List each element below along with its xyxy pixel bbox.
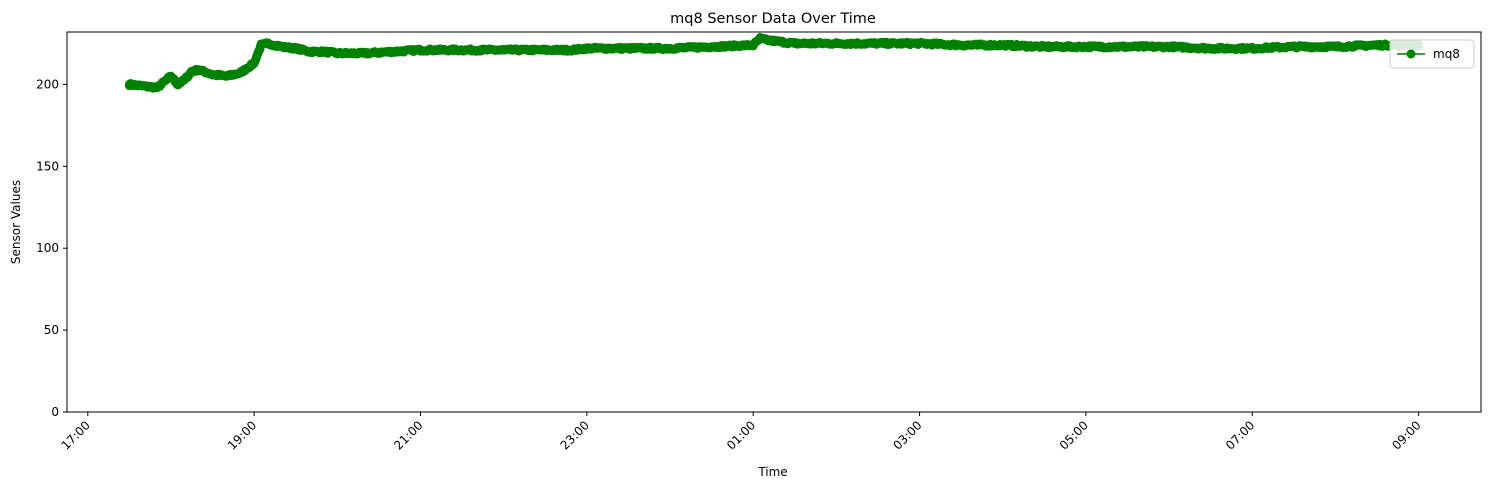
data-point <box>194 65 204 75</box>
data-point <box>291 43 301 53</box>
data-point <box>166 71 176 81</box>
data-point <box>305 47 315 57</box>
data-point <box>998 40 1008 50</box>
data-point <box>623 43 633 53</box>
data-point <box>242 63 252 73</box>
data-point <box>915 38 925 48</box>
data-point <box>790 38 800 48</box>
data-point <box>1164 42 1174 52</box>
y-tick-label: 150 <box>36 159 59 173</box>
data-point <box>707 42 717 52</box>
data-point <box>187 66 197 76</box>
data-point <box>755 34 765 44</box>
legend-label-mq8: mq8 <box>1433 47 1460 61</box>
data-point <box>1372 40 1382 50</box>
data-point <box>457 45 467 55</box>
y-tick-label: 200 <box>36 77 59 91</box>
data-point <box>582 43 592 53</box>
data-point <box>1289 42 1299 52</box>
data-point <box>1039 42 1049 52</box>
data-point <box>956 40 966 50</box>
data-point <box>360 48 370 58</box>
data-point <box>263 38 273 48</box>
data-point <box>152 83 162 93</box>
data-point <box>256 40 266 50</box>
chart-title: mq8 Sensor Data Over Time <box>670 11 876 27</box>
data-point <box>235 68 245 78</box>
data-point <box>665 43 675 53</box>
y-axis: 0 50 100 150 200 <box>36 77 67 419</box>
data-point <box>1081 42 1091 52</box>
data-point <box>416 45 425 55</box>
data-point <box>180 75 190 84</box>
x-axis-label: Time <box>757 465 787 479</box>
data-point <box>138 81 148 91</box>
series-mq8-line <box>128 36 1420 90</box>
data-point <box>748 40 758 50</box>
data-point <box>388 47 398 57</box>
data-point <box>1330 42 1340 52</box>
legend-box <box>1389 39 1475 69</box>
plot-area <box>124 33 1424 93</box>
data-point <box>318 47 328 57</box>
data-point <box>1247 43 1257 53</box>
data-point <box>540 45 550 55</box>
data-point <box>124 79 134 89</box>
y-axis-label: Sensor Values <box>9 180 23 264</box>
data-point <box>831 38 841 48</box>
y-tick-label: 100 <box>36 241 59 255</box>
data-point <box>277 42 287 52</box>
y-tick-label: 0 <box>51 405 59 419</box>
data-point <box>332 48 342 58</box>
data-point <box>499 45 509 55</box>
legend: mq8 <box>1389 39 1475 69</box>
y-tick-label: 50 <box>44 323 59 337</box>
data-point <box>762 35 772 45</box>
data-point <box>173 79 183 89</box>
legend-marker-mq8 <box>1406 49 1416 59</box>
data-point <box>208 70 218 80</box>
data-point <box>1206 43 1216 53</box>
data-point <box>249 58 259 68</box>
data-point <box>873 38 883 48</box>
data-point <box>1123 42 1132 52</box>
plot-frame <box>66 31 1482 413</box>
data-point <box>221 71 231 81</box>
data-point <box>568 45 578 55</box>
